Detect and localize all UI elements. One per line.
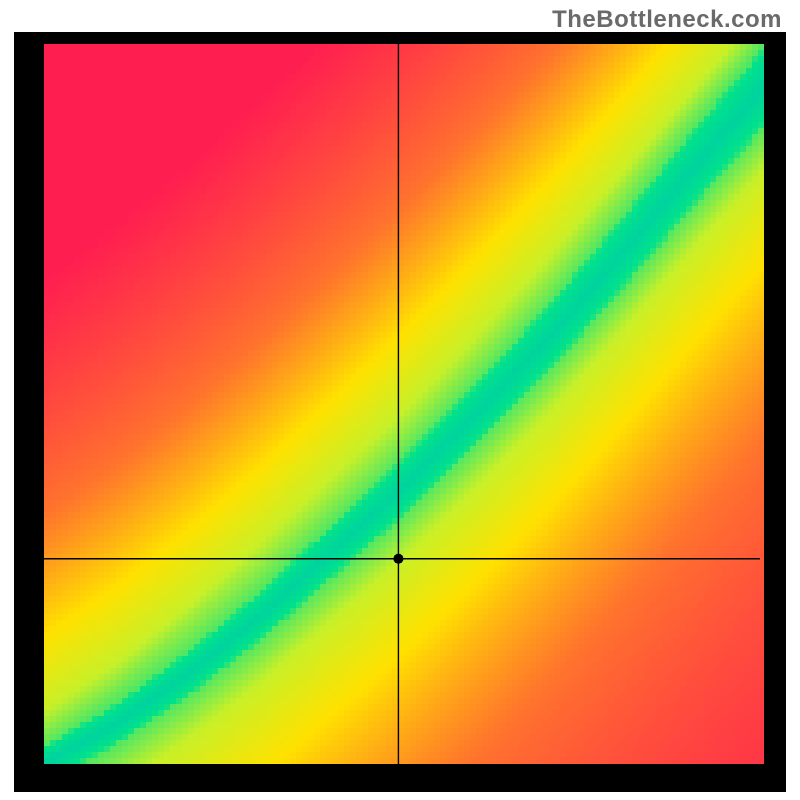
plot-frame	[14, 32, 786, 792]
watermark-text: TheBottleneck.com	[552, 6, 782, 34]
heatmap-canvas	[14, 32, 786, 792]
chart-container: TheBottleneck.com	[0, 0, 800, 800]
